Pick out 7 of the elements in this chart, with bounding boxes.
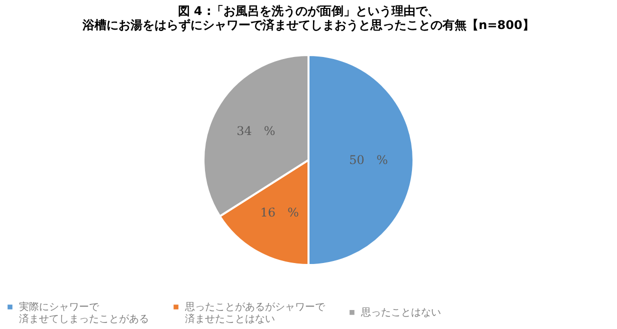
data-label: 50 % bbox=[349, 153, 388, 167]
legend-label: 思ったことがあるがシャワーで済ませたことはない bbox=[184, 302, 326, 325]
legend-label: 思ったことはない bbox=[360, 307, 441, 318]
legend-label: 実際にシャワーで済ませてしまったことがある bbox=[19, 301, 149, 325]
chart-title: 図 4 :「お風呂を洗うのが面倒」という理由で、浴槽にお湯をはらずにシャワーで済ませてしまおうと思ったことの有無【n=800】 bbox=[82, 4, 534, 32]
data-label: 16 % bbox=[260, 206, 299, 220]
data-label: 34 % bbox=[236, 124, 276, 138]
